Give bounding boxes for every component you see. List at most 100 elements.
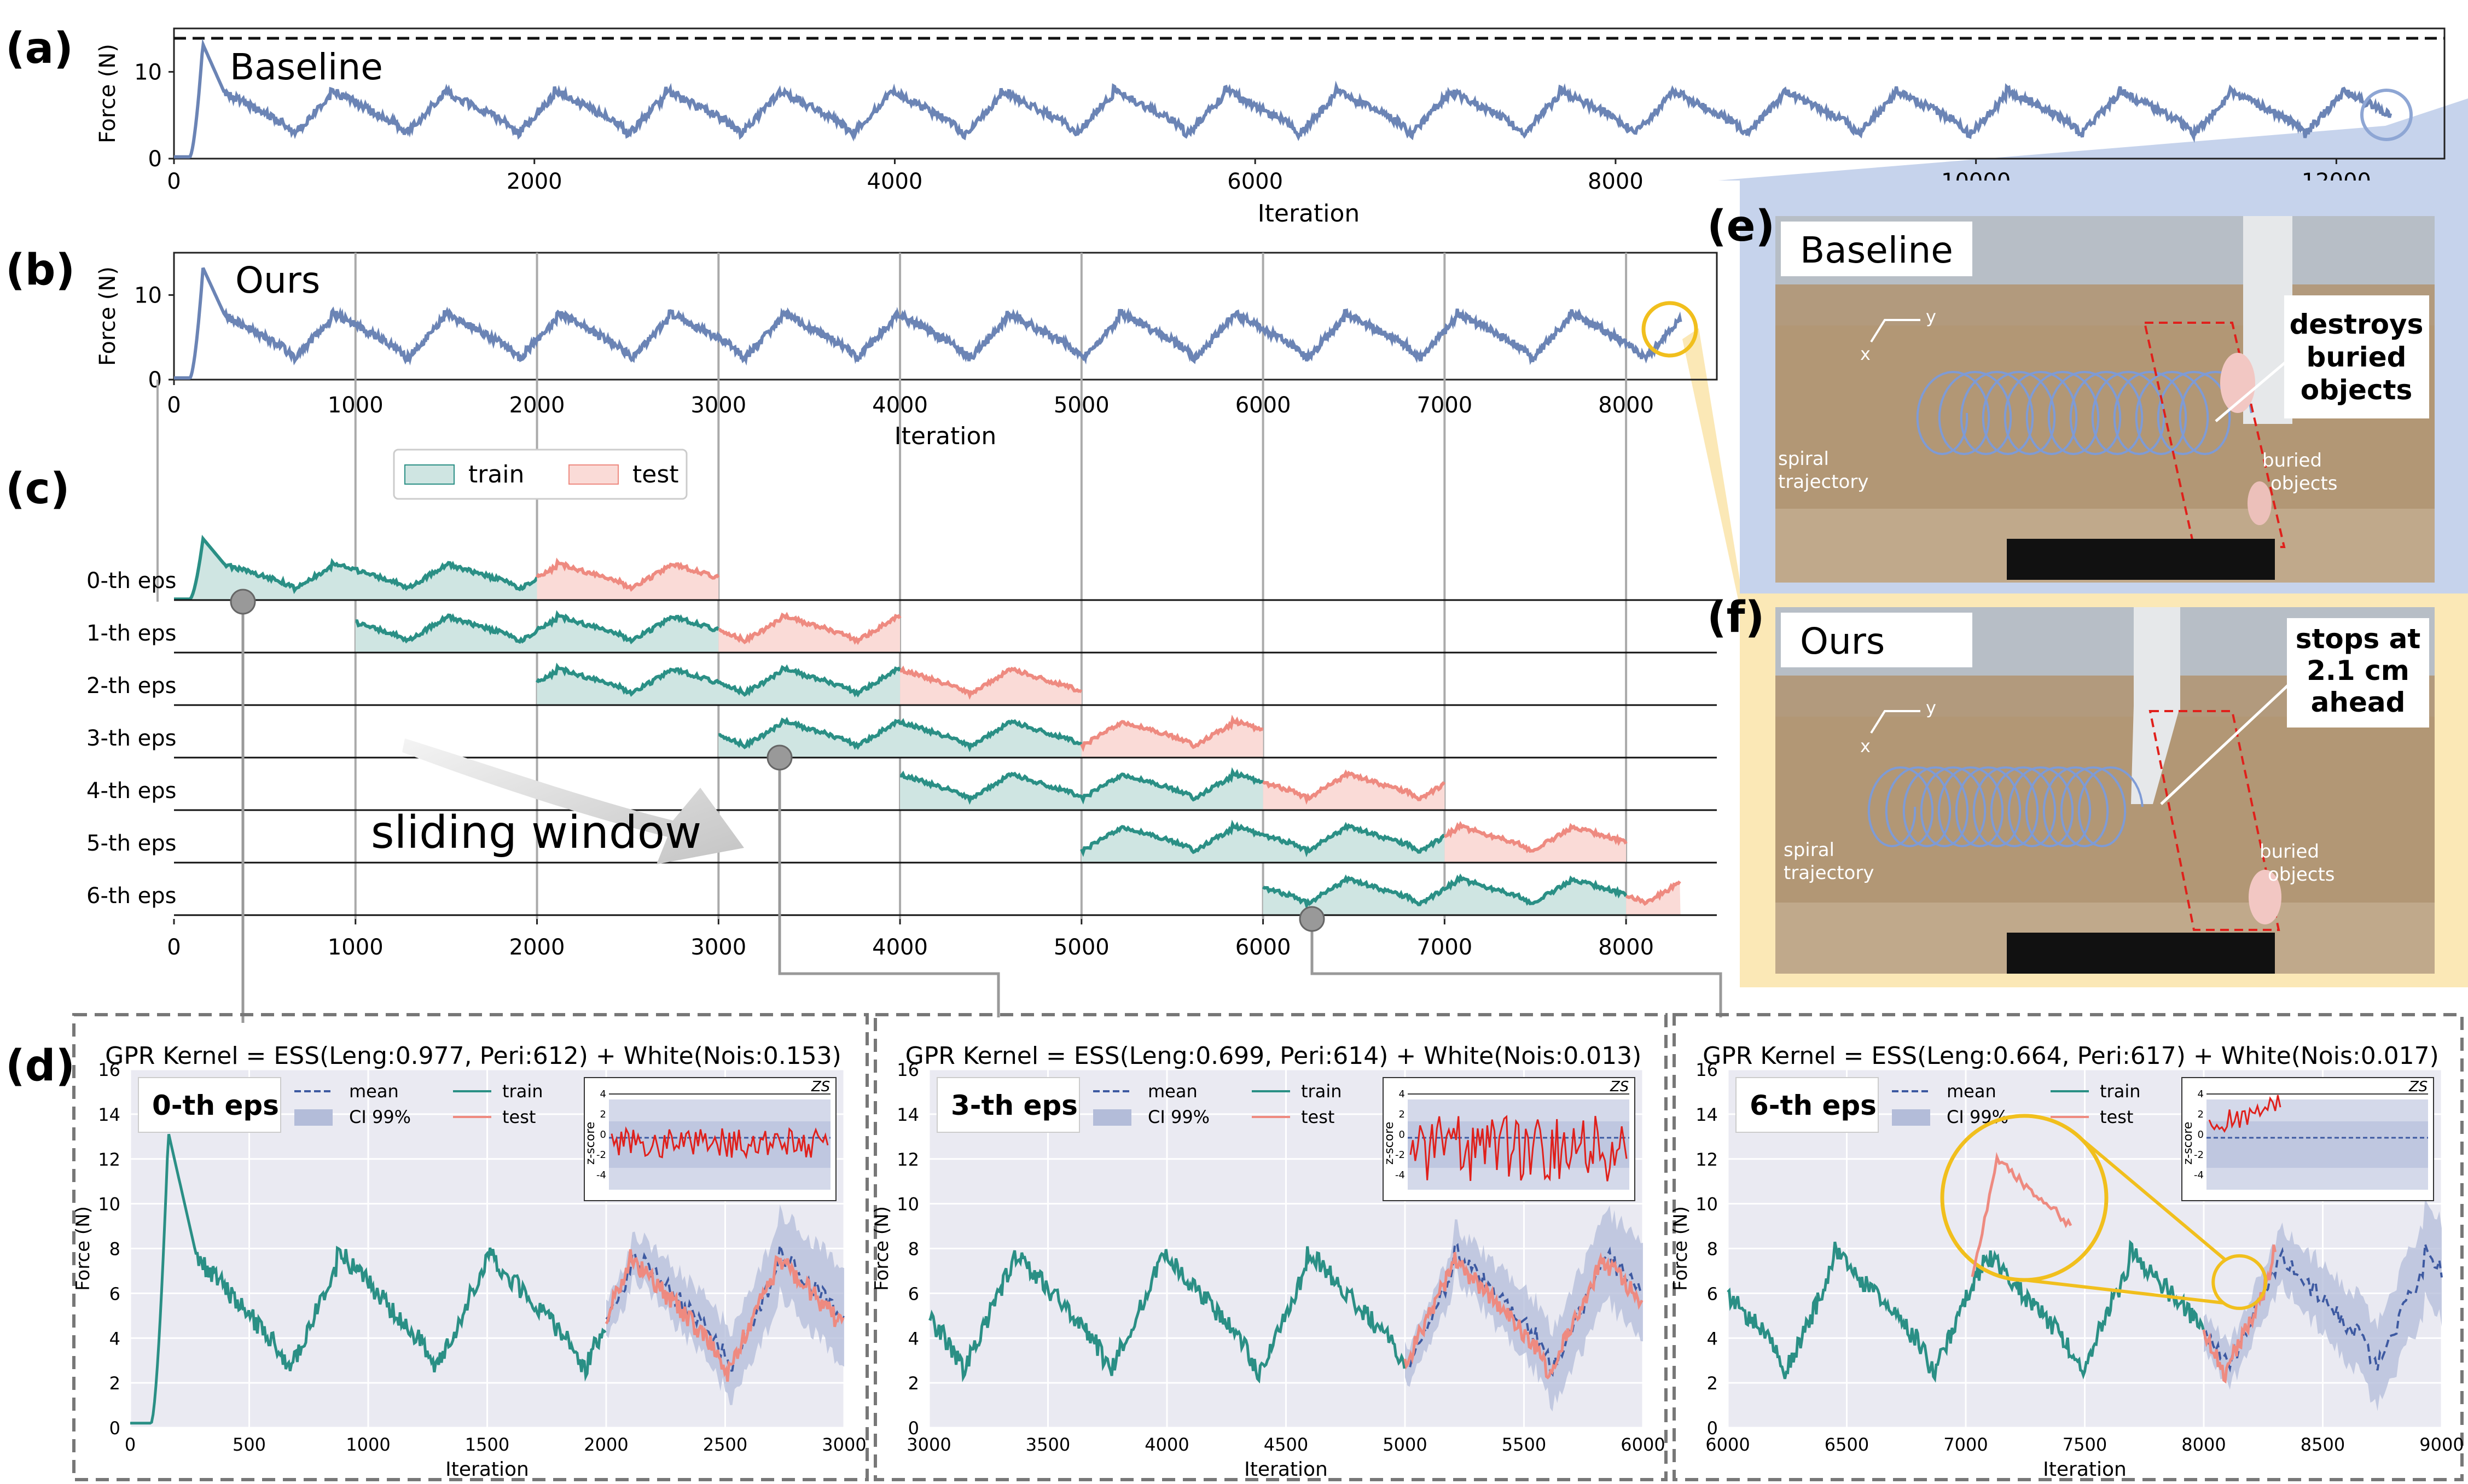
ci-band [606, 1204, 844, 1405]
test-line [899, 665, 1083, 700]
buried-f-line1: buried [2260, 841, 2319, 863]
photo-f-probe-mount [2134, 607, 2180, 711]
panel-e: (e) Baseline destroys buried objects spi… [1707, 181, 2468, 593]
axis-x-f: x [1860, 736, 1871, 756]
ytick-label-d: 14 [1695, 1104, 1718, 1125]
spiral-e-line1: spiral [1778, 448, 1829, 470]
axis-x-e: x [1860, 344, 1871, 364]
episode-row: 5-th eps [86, 819, 1717, 864]
zscore-tick: 2 [2198, 1109, 2204, 1120]
episode-label: 2-th eps [86, 673, 176, 699]
force-series-ours [174, 267, 1682, 380]
legend-mean-label: mean [1947, 1081, 1996, 1102]
train-line-d [1727, 1239, 2205, 1383]
xtick-label-d: 9000 [2419, 1434, 2464, 1455]
xtick-label-c: 8000 [1598, 935, 1654, 960]
xtick-label-d: 7500 [2063, 1434, 2107, 1455]
ytick-label-d: 4 [1707, 1328, 1718, 1349]
ytick-label-d: 2 [908, 1373, 919, 1394]
axis-y-f: y [1926, 697, 1936, 718]
buried-object-e [2220, 353, 2255, 413]
zscore-series [611, 1126, 829, 1160]
xtick-label-d: 5500 [1502, 1434, 1546, 1455]
episode-row: 0-th eps [86, 534, 1717, 601]
train-area [537, 666, 901, 705]
xtick-label-d: 3000 [907, 1434, 951, 1455]
xtick-label-d: 5000 [1383, 1434, 1427, 1455]
spiral-f-line2: trajectory [1784, 862, 1874, 884]
panel-label-d: (d) [5, 1041, 75, 1091]
xtick-label-c: 5000 [1054, 935, 1110, 960]
ylabel-b: Force (N) [95, 266, 120, 366]
panel-label-b: (b) [5, 246, 75, 295]
xlabel-b: Iteration [895, 422, 997, 450]
ytick-label-d: 4 [109, 1328, 120, 1349]
gpr-subplot: 0 2 4 6 8 10 12 14 16 0 500 1000 1500 2000 2500 3000 GPR… [72, 1013, 869, 1481]
ytick-label-d: 2 [1707, 1373, 1718, 1394]
legend-box [393, 449, 688, 500]
spiral-e-line2: trajectory [1778, 471, 1868, 493]
mean-line [605, 1244, 845, 1372]
xlabel-d: Iteration [1244, 1458, 1328, 1481]
zscore-ylabel: z-score [2181, 1122, 2195, 1165]
panel-c: (c) 0-th eps 1-th eps 2-th eps 3-th eps 4-th… [5, 380, 1722, 1023]
ours-end-circle [1641, 301, 1698, 358]
legend-mean-label: mean [1148, 1081, 1198, 1102]
xtick-label-c: 1000 [328, 935, 384, 960]
callout-f-line3: ahead [2311, 686, 2406, 718]
zscore-tick: 0 [600, 1129, 606, 1140]
test-area [1444, 824, 1627, 863]
photo-e-title: Baseline [1800, 229, 1953, 271]
xtick-label-d: 4500 [1264, 1434, 1308, 1455]
test-line [1443, 820, 1628, 853]
xtick-label-d: 4000 [1145, 1434, 1189, 1455]
test-line-d [605, 1249, 845, 1382]
test-line-d [2202, 1244, 2277, 1384]
train-line [355, 610, 720, 644]
ytick-label-a: 10 [134, 60, 162, 85]
mean-line [2203, 1243, 2443, 1373]
train-line-d [928, 1246, 1406, 1384]
xtick-label-a: 6000 [1227, 169, 1283, 194]
xtick-label-d: 2500 [703, 1434, 747, 1455]
xtick-label-d: 3000 [822, 1434, 866, 1455]
panel-b: (b) Ours Force (N) Iteration 0 1000 2000 30… [5, 246, 1718, 450]
zscore-tick: -2 [1395, 1149, 1405, 1161]
ytick-label-d: 12 [98, 1149, 120, 1170]
zscore-tick: -4 [596, 1169, 606, 1181]
episode-label: 4-th eps [86, 778, 176, 804]
xtick-label-a: 0 [167, 169, 181, 194]
xtick-label-c: 0 [167, 935, 181, 960]
callout-e-line3: objects [2301, 374, 2413, 406]
train-line [718, 717, 1083, 753]
photo-f-title-box [1781, 613, 1972, 667]
xtick-label-a: 2000 [507, 169, 562, 194]
train-line [899, 767, 1264, 805]
plot-frame-b [173, 252, 1718, 381]
xlabel-a: Iteration [1258, 200, 1360, 228]
buried-object-f [2249, 870, 2281, 924]
connectors-c-d [230, 589, 1722, 1023]
sliding-window-arrow [402, 738, 744, 864]
legend-test-label-d: test [502, 1107, 536, 1127]
zscore-ylabel: z-score [1383, 1122, 1396, 1165]
xtick-label-c: 7000 [1416, 935, 1472, 960]
axes-icon-f [1870, 710, 1920, 734]
legend-mean-label: mean [349, 1081, 399, 1102]
buried-f-line2: objects [2268, 864, 2335, 886]
buried-zone-e [2143, 322, 2286, 548]
eps-label: 6-th eps [1750, 1090, 1877, 1121]
axes-icon-e [1870, 319, 1920, 343]
ruler-e [2007, 539, 2275, 580]
gpr-subplot: 0 2 4 6 8 10 12 14 16 3000 3500 4000 4500 5000 5500 600… [871, 1013, 1668, 1481]
photo-e-title-box [1781, 222, 1972, 276]
ytick-label-d: 8 [908, 1239, 919, 1260]
eps-label-box [1735, 1077, 1879, 1133]
train-area [1081, 824, 1445, 863]
zoom-test-line [1971, 1151, 2072, 1277]
zoom-circle-small [2211, 1254, 2268, 1310]
callout-e-line2: buried [2307, 341, 2407, 373]
ytick-label-a: 0 [148, 147, 162, 172]
zscore-series [2208, 1095, 2281, 1133]
